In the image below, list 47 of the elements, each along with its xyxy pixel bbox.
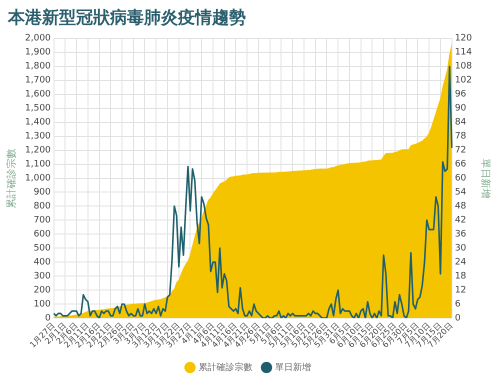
y-tick-label: 1,400	[25, 118, 52, 128]
y-axis-title: 累計確診宗數	[6, 148, 18, 208]
y-tick-label: 300	[34, 271, 52, 282]
y2-tick-label: 54	[454, 188, 467, 198]
y-tick-label: 400	[34, 258, 52, 268]
y-tick-label: 500	[34, 244, 52, 254]
y-tick-label: 600	[34, 230, 52, 240]
y2-tick-label: 90	[454, 104, 467, 114]
y2-tick-label: 72	[454, 146, 466, 156]
y2-tick-label: 0	[454, 313, 461, 324]
y-tick-label: 1,000	[25, 174, 52, 184]
chart-title: 本港新型冠狀病毒肺炎疫情趨勢	[8, 7, 246, 29]
y2-tick-label: 24	[454, 258, 467, 268]
y-tick-label: 100	[34, 299, 52, 310]
y-tick-label: 1,300	[25, 132, 52, 142]
y-tick-label: 1,100	[25, 160, 52, 170]
y2-tick-label: 12	[454, 285, 466, 296]
y2-tick-label: 102	[454, 76, 472, 86]
legend-label: 單日新增	[275, 362, 311, 373]
y2-tick-label: 114	[454, 48, 472, 58]
y2-tick-label: 18	[454, 271, 467, 282]
y2-tick-label: 36	[454, 230, 467, 240]
y-tick-label: 800	[34, 202, 52, 212]
y-tick-label: 1,800	[25, 62, 52, 72]
y-tick-label: 1,600	[25, 90, 52, 100]
y2-tick-label: 6	[454, 299, 461, 310]
y2-tick-label: 66	[454, 160, 467, 170]
y-tick-label: 2,000	[25, 34, 52, 44]
y2-tick-label: 42	[454, 216, 466, 226]
y2-tick-label: 60	[454, 174, 467, 184]
y-tick-label: 0	[45, 313, 52, 324]
y2-tick-label: 120	[454, 34, 472, 44]
y-tick-label: 900	[34, 188, 52, 198]
y2-tick-label: 78	[454, 132, 467, 142]
y-tick-label: 1,500	[25, 104, 52, 114]
y-tick-label: 1,900	[25, 48, 52, 58]
legend-label: 累計確診宗數	[198, 362, 252, 373]
y2-tick-label: 96	[454, 90, 467, 100]
y2-tick-label: 30	[454, 244, 467, 254]
y-tick-label: 1,700	[25, 76, 52, 86]
y-tick-label: 1,200	[25, 146, 52, 156]
y-tick-label: 700	[34, 216, 52, 226]
y2-tick-label: 48	[454, 202, 467, 212]
y-tick-label: 200	[34, 285, 52, 296]
y2-tick-label: 108	[454, 62, 472, 72]
y2-axis-title: 單日新增	[479, 158, 492, 198]
y2-tick-label: 84	[454, 118, 467, 128]
